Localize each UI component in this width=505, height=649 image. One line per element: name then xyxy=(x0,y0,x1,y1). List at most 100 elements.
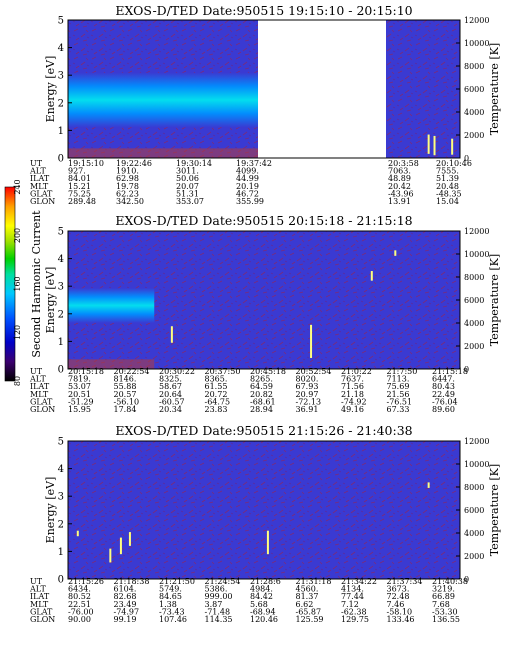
row-value: 8020. xyxy=(296,375,319,384)
row-value: -51.29 xyxy=(68,397,94,406)
row-value: 4099. xyxy=(236,167,259,176)
row-value: -48.35 xyxy=(436,189,462,198)
row-value: -56.10 xyxy=(114,397,140,406)
row-value: 20:3:58 xyxy=(388,159,419,168)
row-value: 3.87 xyxy=(205,600,223,609)
y-tick-label: 4 xyxy=(58,43,64,54)
y-right-tick-label: 8000 xyxy=(464,62,484,71)
row-value: 21.18 xyxy=(341,390,364,399)
row-value: 114.35 xyxy=(205,615,233,624)
energy-band xyxy=(68,72,264,128)
row-value: 20.82 xyxy=(250,390,273,399)
row-value: 21:7:50 xyxy=(387,367,418,376)
row-name: GLAT xyxy=(30,397,53,406)
row-value: 23.49 xyxy=(114,600,137,609)
row-name: ALT xyxy=(29,585,46,594)
row-value: 64.59 xyxy=(250,382,273,391)
row-value: 22.49 xyxy=(432,390,455,399)
row-value: 8325. xyxy=(159,375,182,384)
low-energy-band xyxy=(68,359,155,369)
row-value: 20:15:18 xyxy=(68,367,104,376)
row-value: -74.92 xyxy=(341,397,367,406)
row-value: 20:22:54 xyxy=(114,367,150,376)
row-value: 82.68 xyxy=(114,592,137,601)
colorbar-tick-label: 80 xyxy=(13,376,22,386)
row-value: 62.98 xyxy=(116,174,139,183)
row-value: 353.07 xyxy=(176,197,204,206)
row-value: 55.88 xyxy=(114,382,137,391)
row-value: 67.93 xyxy=(296,382,319,391)
row-value: 21:31:18 xyxy=(296,577,332,586)
row-value: 7637. xyxy=(341,375,364,384)
panel-title: EXOS-D/TED Date:950515 19:15:10 - 20:15:… xyxy=(115,3,412,18)
row-value: 80.52 xyxy=(68,592,91,601)
y-right-tick-label: 2000 xyxy=(464,342,484,351)
row-value: 4984. xyxy=(250,585,273,594)
row-value: 20.72 xyxy=(205,390,228,399)
row-value: 21:34:22 xyxy=(341,577,377,586)
row-name: ILAT xyxy=(30,382,50,391)
row-value: 342.50 xyxy=(116,197,144,206)
row-value: 20.57 xyxy=(114,390,137,399)
y-tick-label: 2 xyxy=(58,309,64,320)
y-tick-label: 0 xyxy=(58,154,64,165)
row-value: 81.37 xyxy=(296,592,319,601)
y-right-tick-label: 12000 xyxy=(464,16,489,25)
y-axis-label: Energy [eV] xyxy=(44,267,57,334)
row-value: 15.95 xyxy=(68,405,91,414)
row-value: 48.89 xyxy=(388,174,411,183)
row-value: 8365. xyxy=(205,375,228,384)
row-name: UT xyxy=(30,159,43,168)
row-value: 7.46 xyxy=(387,600,405,609)
row-value: 77.44 xyxy=(341,592,364,601)
y-right-tick-label: 6000 xyxy=(464,85,484,94)
row-value: 21:28:6 xyxy=(250,577,281,586)
row-value: 61.55 xyxy=(205,382,228,391)
row-value: 71.56 xyxy=(341,382,364,391)
row-value: 5.68 xyxy=(250,600,268,609)
row-value: 6434. xyxy=(68,585,91,594)
row-value: 72.48 xyxy=(387,592,410,601)
row-value: 21.56 xyxy=(387,390,410,399)
y-right-axis-label: Temperature [K] xyxy=(488,43,501,135)
row-value: 75.25 xyxy=(68,189,91,198)
colorbar-tick-label: 200 xyxy=(13,228,22,243)
row-value: 19:37:42 xyxy=(236,159,272,168)
row-name: ALT xyxy=(29,375,46,384)
row-value: 89.60 xyxy=(432,405,455,414)
row-value: 20:30:22 xyxy=(159,367,195,376)
row-value: -68.61 xyxy=(250,397,276,406)
y-right-tick-label: 0 xyxy=(464,575,469,584)
row-value: 7555. xyxy=(436,167,459,176)
energy-band xyxy=(68,288,155,323)
y-right-tick-label: 10000 xyxy=(464,250,489,259)
row-value: 44.99 xyxy=(236,174,259,183)
data-gap xyxy=(258,20,386,158)
row-value: 4134. xyxy=(341,585,364,594)
row-value: 3673. xyxy=(387,585,410,594)
row-value: 6.62 xyxy=(296,600,314,609)
colorbar-tick-label: 120 xyxy=(13,325,22,340)
row-value: 20:10:46 xyxy=(436,159,472,168)
row-value: -72.13 xyxy=(296,397,322,406)
row-value: 8265. xyxy=(250,375,273,384)
row-value: 53.07 xyxy=(68,382,91,391)
row-value: 19:22:46 xyxy=(116,159,152,168)
row-value: 107.46 xyxy=(159,615,187,624)
row-value: 21:24:54 xyxy=(205,577,241,586)
panel-3: EXOS-D/TED Date:950515 21:15:26 - 21:40:… xyxy=(29,423,501,624)
row-value: 355.99 xyxy=(236,197,264,206)
row-value: 28.94 xyxy=(250,405,273,414)
row-value: 133.46 xyxy=(387,615,415,624)
y-right-axis-label: Temperature [K] xyxy=(488,464,501,556)
row-value: 6447. xyxy=(432,375,455,384)
y-axis-label: Energy [eV] xyxy=(44,56,57,123)
row-value: 46.72 xyxy=(236,189,259,198)
row-name: ILAT xyxy=(30,592,50,601)
row-value: -76.04 xyxy=(432,397,458,406)
row-value: 21:15:18 xyxy=(432,367,468,376)
row-value: -43.96 xyxy=(388,189,414,198)
colorbar: Second Harmonic Current 80 120 160 200 240 xyxy=(4,179,43,386)
row-name: GLON xyxy=(30,615,55,624)
